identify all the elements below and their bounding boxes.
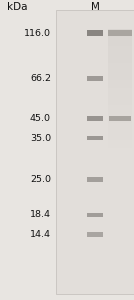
Text: M: M <box>91 2 100 12</box>
Bar <box>56 11 134 294</box>
Bar <box>87 232 103 237</box>
Bar <box>87 177 103 182</box>
Bar <box>108 71 132 80</box>
Bar <box>108 63 132 71</box>
Bar <box>87 212 103 217</box>
Bar <box>87 116 103 121</box>
Bar <box>108 80 132 88</box>
Text: 66.2: 66.2 <box>30 74 51 83</box>
Bar <box>108 30 132 36</box>
Bar <box>108 97 132 106</box>
Bar <box>108 122 132 131</box>
Bar <box>108 148 132 157</box>
Bar <box>87 76 103 81</box>
Bar <box>108 54 132 63</box>
Bar <box>108 38 132 46</box>
Bar <box>108 88 132 97</box>
Text: 14.4: 14.4 <box>30 230 51 239</box>
Bar <box>87 30 103 36</box>
Bar <box>108 46 132 54</box>
Bar <box>108 29 132 38</box>
Text: 116.0: 116.0 <box>24 29 51 38</box>
Text: 18.4: 18.4 <box>30 210 51 219</box>
Bar <box>108 114 132 122</box>
Text: kDa: kDa <box>7 2 28 12</box>
Bar <box>87 136 103 140</box>
Bar <box>108 140 132 148</box>
Bar <box>108 106 132 114</box>
Text: 45.0: 45.0 <box>30 114 51 123</box>
Bar <box>109 116 131 121</box>
Text: 25.0: 25.0 <box>30 175 51 184</box>
Text: 35.0: 35.0 <box>30 134 51 142</box>
Bar <box>108 131 132 140</box>
